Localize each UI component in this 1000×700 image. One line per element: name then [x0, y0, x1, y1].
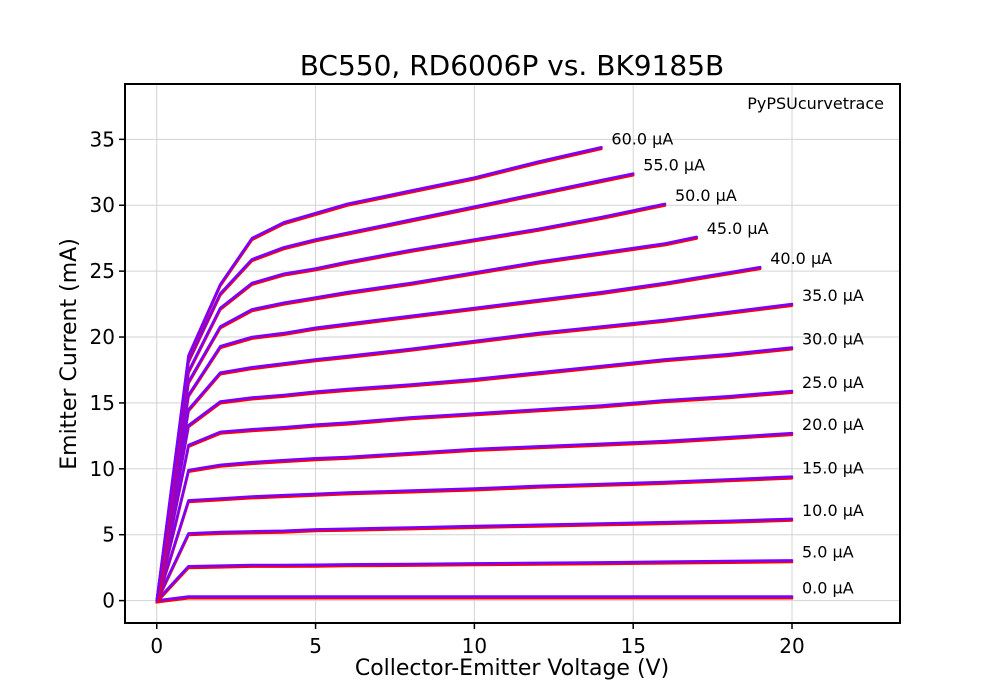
measured-curve: [155, 389, 794, 602]
curves: [155, 146, 794, 604]
axis-ticks: 0 5 10 15 20 0 5 10 15 20 25 30 35: [90, 127, 805, 658]
measured-curve: [155, 302, 794, 602]
measured-curve: [155, 346, 794, 602]
measured-curve: [155, 595, 794, 602]
curve-label: 60.0 μA: [611, 129, 673, 148]
curve-label: 5.0 μA: [802, 542, 854, 561]
curve-label: 55.0 μA: [643, 156, 705, 175]
measured-curve: [155, 475, 794, 602]
y-tick-label: 5: [102, 523, 115, 547]
reference-curve: [155, 173, 635, 604]
y-tick-label: 0: [102, 589, 115, 613]
reference-curve: [155, 391, 794, 604]
curve-label: 35.0 μA: [802, 286, 864, 305]
measured-curve: [155, 559, 794, 602]
reference-curve: [155, 596, 794, 604]
curve-label: 45.0 μA: [707, 219, 769, 238]
x-tick-label: 15: [620, 634, 645, 658]
reference-curve: [155, 267, 762, 604]
annotation-text: PyPSUcurvetrace: [747, 94, 884, 113]
plot-frame: [124, 83, 901, 624]
measured-curve: [155, 265, 762, 602]
measured-curve: [155, 146, 603, 602]
y-tick-label: 25: [90, 259, 115, 283]
reference-curve: [155, 347, 794, 604]
y-tick-label: 10: [90, 457, 115, 481]
reference-curve: [155, 476, 794, 604]
measured-curve: [155, 235, 699, 602]
measured-curve: [155, 431, 794, 602]
reference-curve: [155, 304, 794, 604]
reference-curve: [155, 433, 794, 604]
curve-label: 15.0 μA: [802, 459, 864, 478]
curve-label: 25.0 μA: [802, 373, 864, 392]
y-tick-label: 30: [90, 193, 115, 217]
curve-label: 10.0 μA: [802, 501, 864, 520]
x-axis-label: Collector-Emitter Voltage (V): [355, 656, 669, 681]
measured-curve: [155, 202, 667, 602]
y-tick-label: 35: [90, 127, 115, 151]
y-tick-label: 15: [90, 391, 115, 415]
curve-labels: 0.0 μA 5.0 μA 10.0 μA 15.0 μA 20.0 μA 25.0 μA…: [611, 129, 863, 597]
measured-curve: [155, 172, 635, 602]
x-tick-label: 5: [309, 634, 322, 658]
x-tick-label: 0: [150, 634, 163, 658]
curve-label: 30.0 μA: [802, 330, 864, 349]
curve-label: 20.0 μA: [802, 415, 864, 434]
curve-label: 40.0 μA: [770, 249, 832, 268]
grid: [125, 84, 900, 623]
reference-curve: [155, 519, 794, 604]
x-tick-label: 10: [462, 634, 487, 658]
reference-curve: [155, 560, 794, 604]
x-tick-label: 20: [779, 634, 804, 658]
chart-title: BC550, RD6006P vs. BK9185B: [300, 49, 725, 82]
curve-label: 0.0 μA: [802, 579, 854, 598]
y-axis-label: Emitter Current (mA): [57, 238, 82, 470]
measured-curve: [155, 517, 794, 602]
y-tick-label: 20: [90, 325, 115, 349]
curve-label: 50.0 μA: [675, 186, 737, 205]
